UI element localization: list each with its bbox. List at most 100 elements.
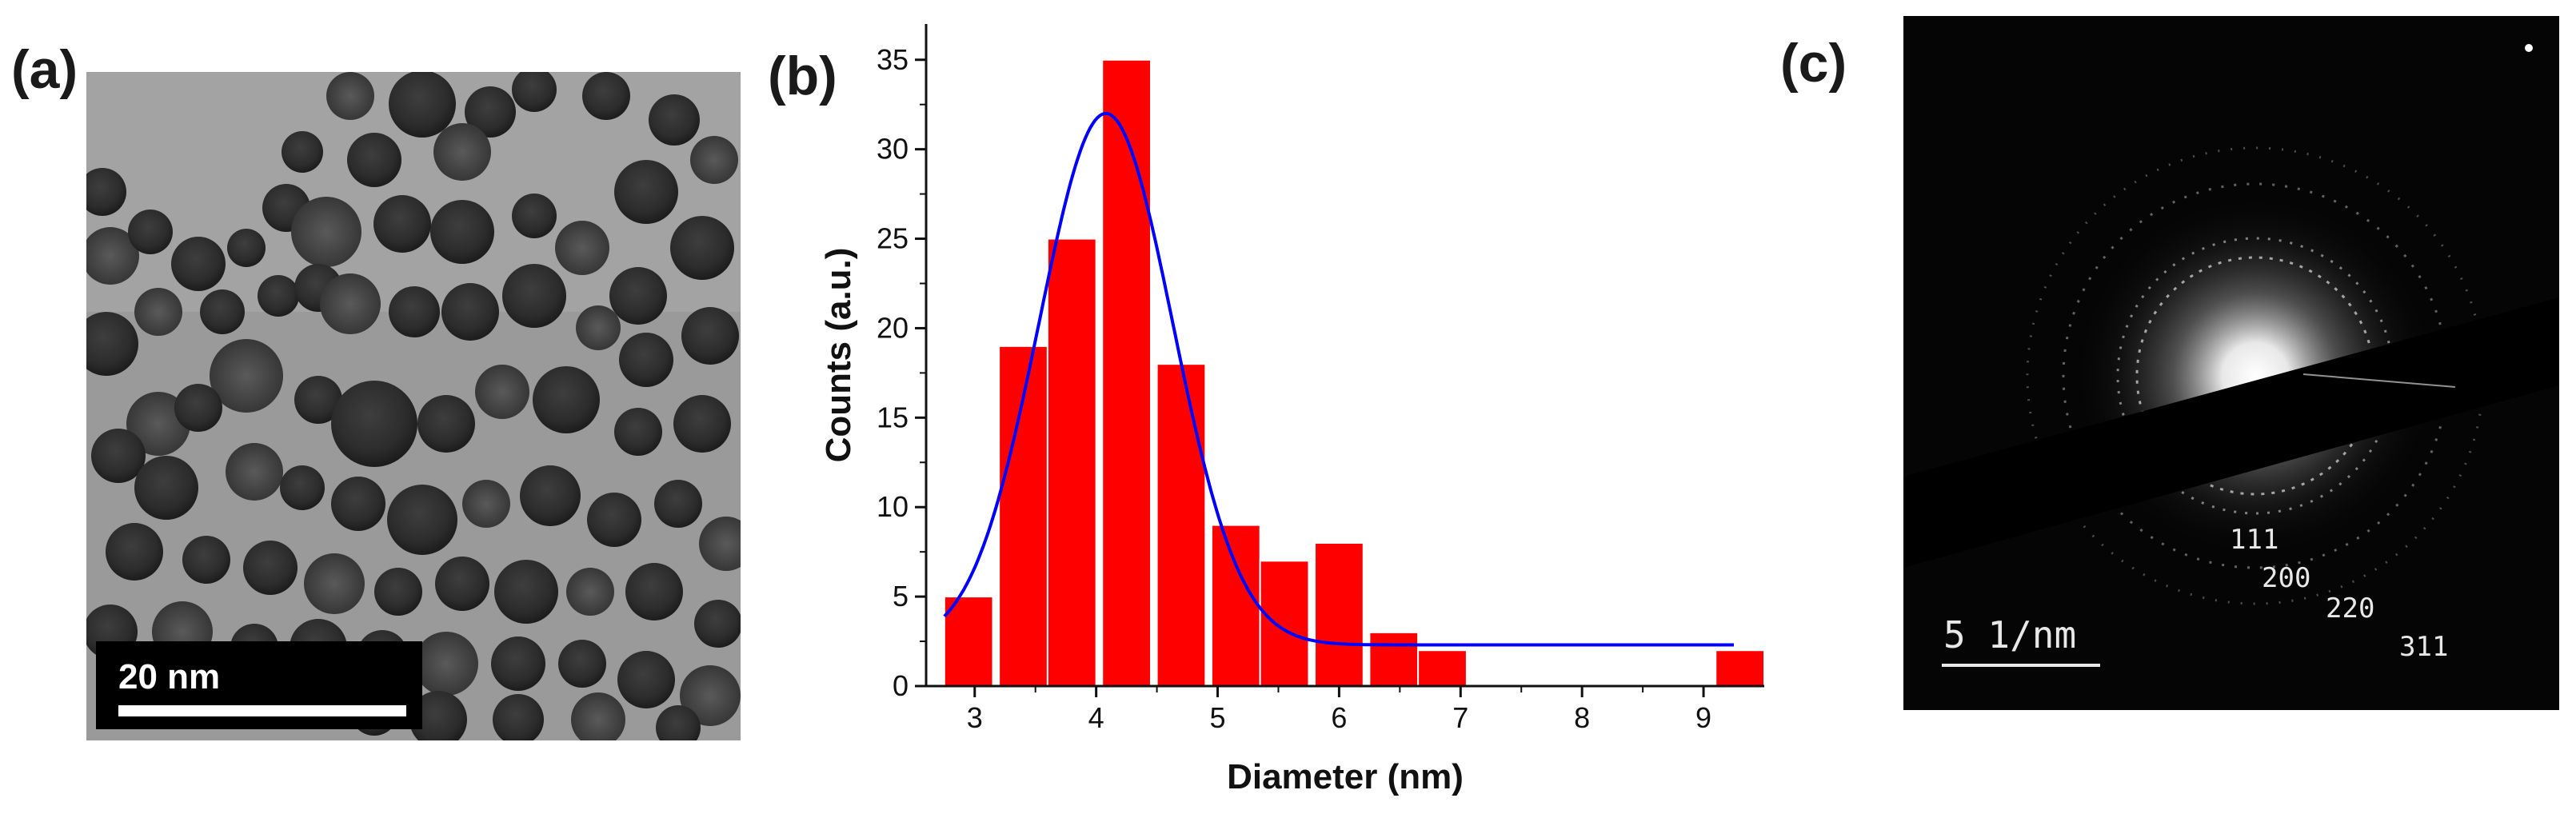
- bright-spot: [2525, 44, 2533, 52]
- nanoparticle: [614, 160, 678, 224]
- nanoparticle: [430, 200, 494, 264]
- nanoparticle: [171, 237, 226, 291]
- nanoparticle: [520, 465, 581, 526]
- nanoparticle: [389, 286, 440, 337]
- x-tick-label-9: 9: [1695, 701, 1711, 734]
- nanoparticle: [654, 480, 702, 528]
- nanoparticle: [134, 288, 182, 336]
- y-tick-label-30: 30: [877, 133, 909, 166]
- nanoparticle: [417, 395, 475, 453]
- nanoparticle: [617, 651, 675, 708]
- nanoparticle: [502, 264, 566, 328]
- nanoparticle: [331, 381, 417, 467]
- nanoparticle: [282, 131, 323, 173]
- nanoparticle: [387, 485, 457, 555]
- nanoparticle: [291, 197, 361, 267]
- nanoparticle: [86, 168, 126, 216]
- nanoparticle: [614, 408, 662, 456]
- scale-bar-a: 20 nm: [96, 641, 422, 729]
- nanoparticle: [680, 665, 741, 726]
- ring-label-111: 111: [2230, 524, 2278, 556]
- histogram-bar-10: [1715, 649, 1765, 687]
- nanoparticle: [619, 333, 673, 387]
- ring-label-200: 200: [2262, 562, 2310, 594]
- y-tick-label-15: 15: [877, 401, 909, 433]
- nanoparticle: [174, 384, 222, 432]
- nanoparticle: [320, 273, 381, 334]
- nanoparticle: [441, 283, 499, 341]
- nanoparticle: [491, 636, 545, 691]
- y-tick-label-20: 20: [877, 311, 909, 344]
- nanoparticle: [331, 477, 385, 531]
- beam-streak: [2302, 373, 2456, 388]
- saed-pattern: 111 200 220 311 5 1/nm: [1903, 16, 2559, 710]
- gaussian-fit-line: [943, 112, 1734, 647]
- nanoparticle: [373, 195, 431, 253]
- y-tick-label-25: 25: [877, 222, 909, 255]
- diameter-histogram: 0 5 10 15 20 25 30 35 3 4 5 6 7 8 9 Diameter (nm) Counts…: [819, 24, 1765, 796]
- scale-bar-a-label: 20 nm: [118, 657, 221, 696]
- x-tick-label-8: 8: [1574, 701, 1590, 734]
- histogram-bar-8: [1368, 631, 1420, 687]
- nanoparticle: [582, 72, 630, 120]
- x-axis-title: Diameter (nm): [1227, 757, 1464, 796]
- nanoparticle: [435, 557, 489, 611]
- nanoparticle: [128, 209, 173, 254]
- nanoparticle: [576, 305, 621, 350]
- nanoparticle: [681, 307, 739, 365]
- nanoparticle: [374, 568, 422, 616]
- nanoparticle: [555, 221, 609, 275]
- nanoparticle: [462, 480, 510, 528]
- nanoparticle: [134, 456, 198, 520]
- nanoparticle: [200, 289, 245, 334]
- nanoparticle: [86, 312, 138, 376]
- histogram-bar-3: [1101, 58, 1152, 687]
- panel-c-label: (c): [1780, 33, 1847, 94]
- nanoparticle: [226, 443, 283, 501]
- x-tick-label-7: 7: [1452, 701, 1468, 734]
- nanoparticle: [493, 694, 544, 740]
- y-tick-label-35: 35: [877, 43, 909, 76]
- nanoparticle: [86, 227, 139, 285]
- nanoparticle: [227, 229, 266, 267]
- y-tick-label-10: 10: [877, 490, 909, 523]
- nanoparticle: [414, 632, 478, 696]
- nanoparticle: [294, 376, 342, 424]
- histogram-bar-0: [943, 596, 994, 687]
- nanoparticle: [494, 560, 558, 624]
- tem-particles: [86, 72, 741, 740]
- histogram-bar-9: [1417, 649, 1468, 687]
- x-tick-label-6: 6: [1331, 701, 1347, 734]
- nanoparticle: [694, 600, 741, 648]
- y-tick-label-5: 5: [893, 580, 909, 613]
- x-tick-label-4: 4: [1088, 701, 1104, 734]
- nanoparticle: [609, 267, 667, 325]
- histogram-bar-2: [1046, 237, 1097, 687]
- beam-stopper: [1903, 297, 2559, 568]
- nanoparticle: [673, 395, 731, 453]
- panel-a-label: (a): [11, 39, 78, 100]
- ring-label-311: 311: [2399, 631, 2448, 663]
- histogram-bar-5: [1210, 524, 1261, 688]
- nanoparticle: [699, 517, 741, 571]
- nanoparticle: [656, 705, 701, 740]
- y-axis-title: Counts (a.u.): [819, 248, 858, 463]
- histogram-bar-7: [1314, 541, 1364, 687]
- nanoparticle: [280, 465, 325, 510]
- nanoparticle: [106, 523, 163, 581]
- nanoparticle: [389, 72, 456, 138]
- scale-bar-c-label: 5 1/nm: [1943, 613, 2076, 656]
- nanoparticle: [91, 429, 146, 483]
- nanoparticle: [512, 72, 557, 112]
- nanoparticle: [512, 194, 557, 238]
- tem-micrograph: 20 nm: [86, 72, 741, 740]
- nanoparticle: [433, 123, 491, 181]
- nanoparticle: [571, 692, 625, 740]
- histogram-bar-6: [1259, 560, 1310, 688]
- x-tick-label-3: 3: [967, 701, 983, 734]
- nanoparticle: [533, 366, 600, 433]
- nanoparticle: [243, 541, 298, 595]
- nanoparticle: [465, 86, 516, 138]
- nanoparticle: [587, 493, 641, 547]
- x-tick-label-5: 5: [1210, 701, 1226, 734]
